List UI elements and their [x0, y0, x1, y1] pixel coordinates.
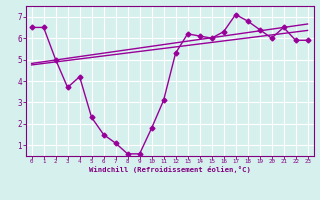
X-axis label: Windchill (Refroidissement éolien,°C): Windchill (Refroidissement éolien,°C) — [89, 166, 251, 173]
